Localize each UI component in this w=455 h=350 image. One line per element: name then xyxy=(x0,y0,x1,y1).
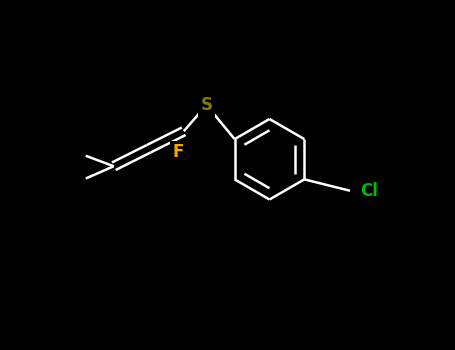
Text: F: F xyxy=(173,143,184,161)
Text: S: S xyxy=(201,96,212,114)
Text: Cl: Cl xyxy=(360,182,379,200)
